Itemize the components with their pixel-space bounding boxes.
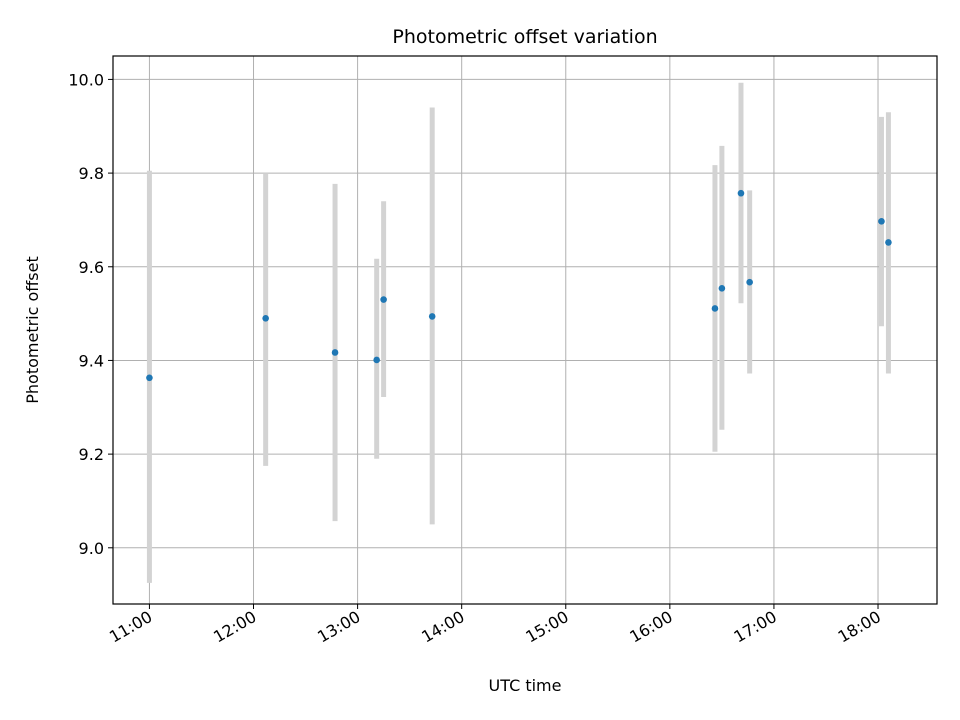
data-point (331, 349, 339, 356)
data-point (262, 314, 269, 322)
data-point (380, 296, 387, 303)
plot-frame (112, 55, 938, 605)
y-axis-label: Photometric offset (23, 256, 42, 404)
grid (113, 56, 937, 604)
y-tick-label: 9.0 (79, 539, 104, 558)
y-tick-label: 10.0 (68, 70, 104, 89)
data-point (878, 218, 885, 225)
x-axis-label: UTC time (489, 676, 562, 695)
y-tick-label: 9.8 (79, 164, 104, 183)
data-point (885, 239, 892, 246)
data-point (718, 285, 726, 292)
y-tick-label: 9.2 (79, 445, 104, 464)
chart-title: Photometric offset variation (392, 26, 657, 48)
data-point (711, 305, 719, 312)
data-point (146, 374, 153, 382)
data-point (373, 356, 380, 364)
data-point (746, 278, 753, 286)
data-point (737, 189, 745, 197)
y-tick-label: 9.4 (79, 351, 104, 370)
y-tick-label: 9.6 (79, 258, 104, 277)
data-points (146, 189, 892, 382)
data-point (428, 313, 436, 320)
y-axis: 9.0 9.2 9.4 9.6 9.8 10.0 (68, 70, 113, 558)
